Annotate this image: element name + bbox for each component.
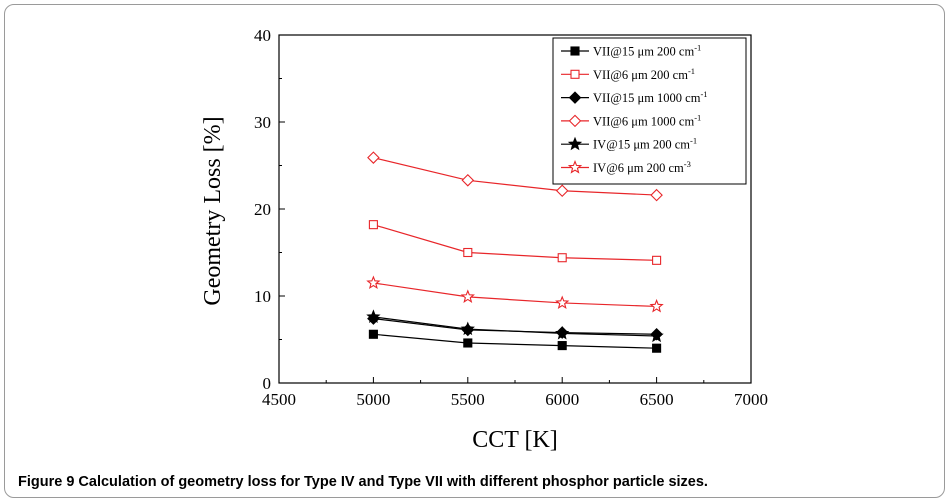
- data-point: [460, 289, 475, 303]
- data-point: [555, 325, 570, 340]
- legend-label-superscript: -1: [694, 112, 701, 122]
- data-point: [463, 247, 473, 258]
- figure-frame: [4, 4, 945, 498]
- series-line: [373, 333, 657, 349]
- legend-label: VII@15 μm 200 cm-1: [593, 43, 701, 59]
- legend-item: VII@15 μm 1000 cm-1: [561, 89, 708, 105]
- axis-ticks: 4500 5000 5500 6000 6500 7000 0 10 20 30 40: [254, 26, 768, 409]
- legend-item: VII@6 μm 200 cm-1: [561, 66, 695, 82]
- series-1: [368, 329, 662, 353]
- legend-label-superscript: -1: [688, 66, 695, 76]
- legend-label-superscript: -1: [690, 136, 697, 146]
- data-point: [652, 343, 662, 353]
- legend-marker: [570, 46, 580, 56]
- legend-label: VII@6 μm 1000 cm-1: [593, 112, 701, 128]
- y-tick-label: 40: [254, 26, 271, 45]
- series-line: [373, 157, 657, 196]
- data-point: [652, 255, 662, 265]
- x-tick-label: 6500: [640, 390, 674, 409]
- legend-marker: [567, 136, 583, 151]
- data-point: [460, 321, 475, 336]
- legend-label-text: VII@6 μm 200 cm: [593, 68, 688, 82]
- legend-label-text: VII@15 μm 200 cm: [593, 45, 694, 59]
- legend-marker: [568, 114, 582, 128]
- x-axis-title: CCT [K]: [472, 427, 558, 453]
- x-tick-label: 5500: [451, 390, 485, 409]
- data-point: [366, 309, 381, 323]
- legend-marker: [570, 69, 580, 79]
- series-2: [368, 220, 662, 265]
- series-line: [373, 282, 657, 308]
- series-3: [367, 312, 663, 341]
- x-tick-label: 6000: [545, 390, 579, 409]
- legend-label-text: IV@6 μm 200 cm: [593, 161, 684, 175]
- series-line: [373, 224, 657, 261]
- series-4: [367, 151, 663, 202]
- legend-box: [552, 37, 747, 185]
- data-point: [368, 329, 378, 339]
- legend-label-text: IV@15 μm 200 cm: [593, 138, 690, 152]
- legend-marker: [568, 91, 582, 104]
- line-chart: 4500 5000 5500 6000 6500 7000 0 10 20 30 40 VII@15…: [200, 26, 768, 453]
- data-point: [650, 188, 663, 202]
- data-point: [649, 298, 664, 313]
- data-point: [557, 253, 567, 263]
- legend-item: IV@15 μm 200 cm-1: [561, 136, 697, 152]
- legend-label-superscript: -1: [694, 43, 701, 53]
- legend-label: IV@15 μm 200 cm-1: [593, 136, 697, 152]
- legend-label-text: VII@15 μm 1000 cm: [593, 91, 701, 105]
- y-tick-label: 20: [254, 200, 271, 219]
- series-5: [366, 309, 664, 343]
- data-point: [461, 174, 475, 187]
- series-6: [366, 275, 664, 313]
- data-point: [555, 184, 569, 198]
- legend-label-superscript: -1: [700, 89, 707, 99]
- x-tick-label: 7000: [734, 390, 768, 409]
- legend-marker: [567, 159, 583, 174]
- data-point: [649, 328, 664, 343]
- y-tick-label: 10: [254, 287, 271, 306]
- y-tick-label: 0: [263, 374, 272, 393]
- series-layer: [366, 151, 664, 353]
- x-tick-label: 5000: [356, 390, 390, 409]
- legend-label-text: VII@6 μm 1000 cm: [593, 114, 694, 128]
- data-point: [463, 338, 473, 348]
- x-tick-label: 4500: [262, 390, 296, 409]
- figure-caption: Figure 9 Calculation of geometry loss fo…: [18, 474, 708, 490]
- legend-item: VII@15 μm 200 cm-1: [561, 43, 701, 59]
- legend-label: VII@15 μm 1000 cm-1: [593, 89, 708, 105]
- legend-item: VII@6 μm 1000 cm-1: [561, 112, 701, 128]
- series-line: [373, 318, 657, 335]
- legend-label: IV@6 μm 200 cm-3: [593, 159, 691, 175]
- y-tick-label: 30: [254, 113, 271, 132]
- y-axis-title: Geometry Loss [%]: [200, 116, 226, 305]
- legend-item: IV@6 μm 200 cm-3: [561, 159, 691, 175]
- legend-label: VII@6 μm 200 cm-1: [593, 66, 695, 82]
- legend-label-superscript: -3: [684, 159, 691, 169]
- data-point: [366, 275, 381, 290]
- data-point: [555, 295, 570, 310]
- series-line: [373, 316, 657, 337]
- data-point: [557, 341, 567, 351]
- data-point: [368, 220, 378, 230]
- data-point: [367, 151, 380, 164]
